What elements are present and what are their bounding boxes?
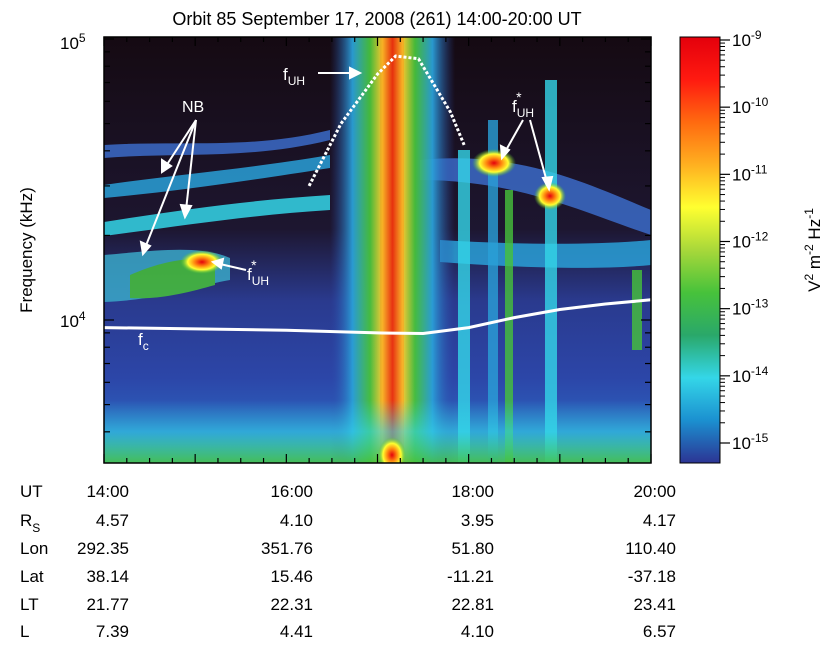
ephemeris-cell: 14:00 bbox=[86, 482, 129, 501]
colorbar bbox=[679, 36, 721, 464]
colorbar-ticks: 10-9 10-10 10-11 10-12 10-13 10-14 10-15 bbox=[720, 28, 769, 453]
ephemeris-cell: 351.76 bbox=[261, 539, 313, 558]
feature-label-fuh-star-right: fUH* bbox=[512, 89, 534, 120]
ephemeris-cell: 292.35 bbox=[77, 539, 129, 558]
ephemeris-cell: 18:00 bbox=[451, 482, 494, 501]
feature-label-nb: NB bbox=[182, 99, 204, 116]
colorbar-label: V2 m-2 Hz-1 bbox=[802, 208, 824, 292]
colorbar-tick-label: 10-10 bbox=[732, 95, 769, 117]
svg-text:fc: fc bbox=[138, 330, 149, 353]
ephemeris-cell: 4.41 bbox=[280, 622, 313, 641]
svg-text:fUH: fUH bbox=[283, 65, 305, 88]
ephemeris-cell: 110.40 bbox=[625, 539, 676, 558]
ephemeris-cell: -11.21 bbox=[447, 567, 494, 586]
x-axis-ticks bbox=[103, 37, 652, 463]
ephemeris-row-label: L bbox=[20, 622, 29, 641]
ephemeris-cell: 4.10 bbox=[280, 511, 313, 530]
ephemeris-cell: 51.80 bbox=[451, 539, 494, 558]
y-tick-label-1e5: 105 bbox=[60, 31, 86, 53]
ephemeris-cell: -37.18 bbox=[628, 567, 676, 586]
fc-line bbox=[103, 298, 652, 335]
y-axis-label: Frequency (kHz) bbox=[17, 187, 36, 313]
ephemeris-cell: 22.31 bbox=[270, 595, 313, 614]
ephemeris-row-label: RS bbox=[20, 511, 40, 535]
ephemeris-cell: 23.41 bbox=[633, 595, 676, 614]
spectrogram-image bbox=[104, 37, 651, 463]
annotations bbox=[139, 66, 554, 271]
ephemeris-cell: 22.81 bbox=[451, 595, 494, 614]
ephemeris-row-label: UT bbox=[20, 482, 43, 501]
feature-label-fc: fc bbox=[138, 330, 149, 353]
y-tick-label-1e4: 104 bbox=[60, 309, 86, 331]
svg-text:104: 104 bbox=[60, 309, 86, 331]
fuh-line bbox=[307, 54, 466, 187]
svg-text:V2 m-2 Hz-1: V2 m-2 Hz-1 bbox=[802, 208, 824, 292]
svg-text:105: 105 bbox=[60, 31, 86, 53]
ephemeris-cell: 38.14 bbox=[86, 567, 129, 586]
ephemeris-table: UT RS Lon Lat LT L 14:00 4.57 292.35 38.14 21.77 7.… bbox=[20, 482, 676, 641]
ephemeris-cell: 6.57 bbox=[643, 622, 676, 641]
colorbar-tick-label: 10-9 bbox=[732, 28, 762, 50]
ephemeris-cell: 7.39 bbox=[96, 622, 129, 641]
ephemeris-row-label: LT bbox=[20, 595, 39, 614]
colorbar-tick-label: 10-12 bbox=[732, 230, 769, 252]
ephemeris-cell: 20:00 bbox=[633, 482, 676, 501]
ephemeris-cell: 4.10 bbox=[461, 622, 494, 641]
feature-label-fuh-star-left: fUH* bbox=[247, 257, 269, 288]
ephemeris-cell: 21.77 bbox=[86, 595, 129, 614]
colorbar-tick-label: 10-15 bbox=[732, 431, 769, 453]
svg-text:fUH*: fUH* bbox=[247, 257, 269, 288]
y-axis-ticks bbox=[104, 38, 651, 433]
ephemeris-cell: 4.17 bbox=[643, 511, 676, 530]
colorbar-tick-label: 10-13 bbox=[732, 297, 769, 319]
vertical-structures bbox=[458, 80, 642, 463]
ephemeris-row-label: Lat bbox=[20, 567, 44, 586]
ephemeris-cell: 3.95 bbox=[461, 511, 494, 530]
colorbar-tick-label: 10-14 bbox=[732, 364, 769, 386]
chart-title: Orbit 85 September 17, 2008 (261) 14:00-… bbox=[172, 9, 581, 29]
colorbar-tick-label: 10-11 bbox=[732, 162, 768, 184]
svg-text:fUH*: fUH* bbox=[512, 89, 534, 120]
ephemeris-cell: 4.57 bbox=[96, 511, 129, 530]
broadband-spike bbox=[330, 37, 455, 463]
ephemeris-row-label: Lon bbox=[20, 539, 48, 558]
ephemeris-cell: 15.46 bbox=[270, 567, 313, 586]
feature-label-fuh: fUH bbox=[283, 65, 305, 88]
ephemeris-cell: 16:00 bbox=[270, 482, 313, 501]
